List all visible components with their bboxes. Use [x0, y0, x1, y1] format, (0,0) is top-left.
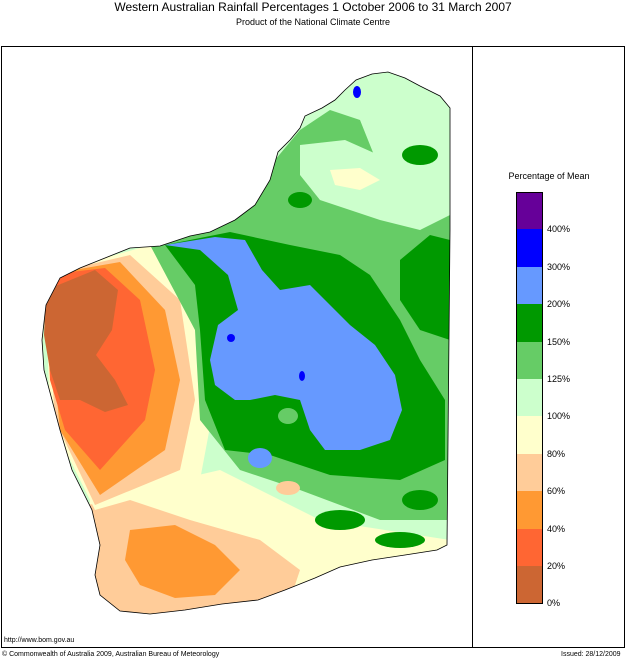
region-150pct-se-1: [315, 510, 365, 530]
legend-swatch: [516, 491, 543, 530]
legend-label: 400%: [547, 224, 571, 235]
region-200pct-central: [165, 237, 402, 450]
region-150pct-kimberley: [402, 145, 438, 165]
legend-label: 100%: [547, 411, 571, 422]
region-300pct-blob-3: [353, 86, 361, 98]
legend-title: Percentage of Mean: [508, 171, 590, 181]
region-40pct-south: [125, 525, 240, 598]
region-80pct-north: [330, 168, 380, 190]
region-150pct-nw: [288, 192, 312, 208]
region-300pct-blob-1: [227, 334, 235, 342]
legend-swatch: [516, 453, 543, 492]
region-200pct-blob-1: [248, 448, 272, 468]
legend-label: 0%: [547, 598, 561, 609]
legend-label: 300%: [547, 261, 571, 272]
legend-swatch: [516, 304, 543, 343]
region-150pct-se-3: [402, 490, 438, 510]
map-subtitle: Product of the National Climate Centre: [235, 17, 391, 27]
region-0pct-west: [44, 270, 128, 412]
legend-swatch: [516, 266, 543, 305]
legend-swatch: [516, 341, 543, 380]
legend-label: 60%: [547, 486, 566, 497]
region-125pct-island: [278, 408, 298, 424]
legend-label: 200%: [547, 299, 571, 310]
legend-label: 125%: [547, 374, 571, 384]
region-150pct-se-2: [375, 532, 425, 548]
legend-label: 150%: [547, 336, 571, 347]
legend-swatch: [516, 416, 543, 455]
legend-swatch: [516, 229, 543, 268]
coastline: [41, 71, 451, 615]
region-60pct-se: [276, 481, 300, 495]
legend-label: 40%: [547, 523, 566, 534]
legend-swatch: [516, 192, 543, 230]
footer-copyright: © Commonwealth of Australia 2009, Austra…: [2, 651, 220, 658]
legend-swatch: [516, 566, 543, 604]
region-300pct-blob-2: [299, 371, 305, 381]
legend-label: 80%: [547, 448, 566, 459]
footer-issued: Issued: 28/12/2009: [561, 651, 621, 658]
footer-url: http://www.bom.gov.au: [4, 637, 75, 644]
legend-swatch: [516, 528, 543, 567]
legend-divider: [472, 46, 473, 648]
legend-label: 20%: [547, 561, 566, 571]
map-frame: [1, 46, 625, 648]
map-title: Western Australian Rainfall Percentages …: [114, 0, 512, 14]
legend-swatch: [516, 379, 543, 417]
region-150pct-east: [400, 235, 450, 340]
